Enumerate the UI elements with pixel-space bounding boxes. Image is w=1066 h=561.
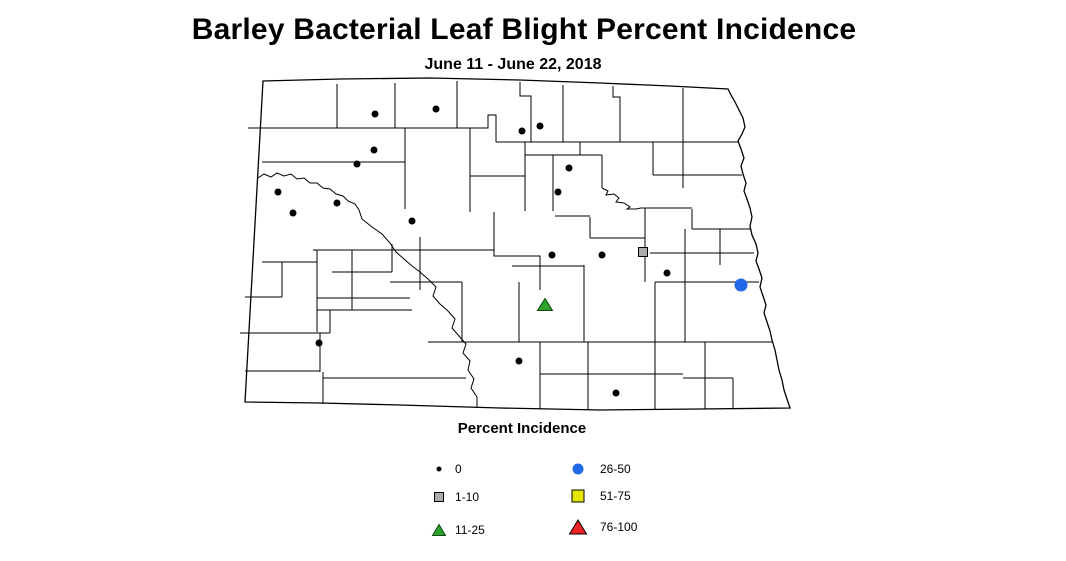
figure-subtitle: June 11 - June 22, 2018 — [424, 56, 602, 73]
dot-icon — [430, 460, 448, 478]
legend-label: 11-25 — [455, 523, 485, 537]
legend-label: 1-10 — [455, 490, 480, 504]
legend-label: 26-50 — [600, 462, 631, 476]
legend-item-51-75: 51-75 — [568, 487, 631, 505]
circle-icon — [568, 460, 588, 478]
map-point-0 — [598, 251, 606, 259]
map-point-0 — [370, 146, 378, 154]
map-point-0 — [333, 199, 341, 207]
map-point-0 — [663, 269, 671, 277]
map-point-0 — [548, 251, 556, 259]
map-point-0 — [612, 389, 620, 397]
legend-title: Percent Incidence — [457, 420, 587, 437]
map-point-26-50 — [734, 278, 748, 292]
legend-label: 0 — [455, 462, 462, 476]
map-point-0 — [554, 188, 562, 196]
square-icon — [568, 487, 588, 505]
map-point-11-25 — [536, 297, 554, 311]
state-outline — [244, 77, 791, 411]
river-boundaries — [257, 172, 642, 408]
map-point-0 — [371, 110, 379, 118]
map-point-0 — [536, 122, 544, 130]
triangle-icon — [568, 518, 588, 536]
legend-item-26-50: 26-50 — [568, 460, 631, 478]
square-icon — [430, 488, 448, 506]
map-point-0 — [353, 160, 361, 168]
legend-label: 76-100 — [600, 520, 638, 534]
legend-item-11-25: 11-25 — [430, 521, 485, 539]
map-point-0 — [518, 127, 526, 135]
map-point-0 — [315, 339, 323, 347]
legend-item-1-10: 1-10 — [430, 488, 479, 506]
incidence-points — [274, 105, 748, 397]
map-point-1-10 — [638, 247, 648, 257]
map-point-0 — [565, 164, 573, 172]
map-point-0 — [432, 105, 440, 113]
legend-item-0: 0 — [430, 460, 462, 478]
legend-label: 51-75 — [600, 489, 631, 503]
legend-item-76-100: 76-100 — [568, 518, 637, 536]
map-point-0 — [515, 357, 523, 365]
map-point-0 — [408, 217, 416, 225]
map-point-0 — [274, 188, 282, 196]
county-boundaries — [240, 81, 772, 410]
triangle-icon — [430, 521, 448, 539]
map-point-0 — [289, 209, 297, 217]
figure-title: Barley Bacterial Leaf Blight Percent Inc… — [191, 13, 857, 46]
